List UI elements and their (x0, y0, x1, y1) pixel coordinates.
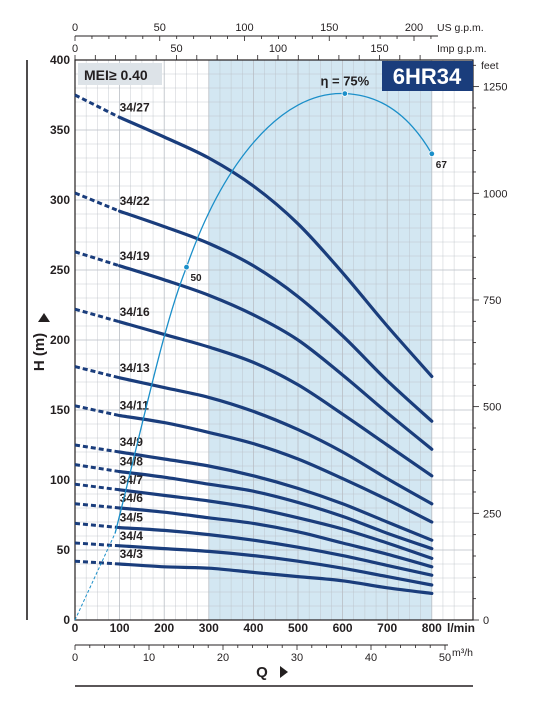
head-curve (118, 488, 434, 560)
y-unit-feet: feet (481, 60, 499, 72)
head-curve (118, 506, 434, 569)
head-curve-dashed (74, 191, 121, 213)
x-tick-label: 500 (288, 621, 308, 635)
usgpm-tick-label: 0 (72, 22, 78, 34)
x-tick-label: 0 (72, 621, 79, 635)
mei-badge: MEI≥ 0.40 (84, 67, 148, 83)
efficiency-marker-label: 50 (191, 273, 203, 284)
y-tick-label: 300 (50, 193, 70, 207)
impgpm-tick-label: 0 (72, 43, 78, 55)
impgpm-tick-label: 150 (370, 43, 388, 55)
efficiency-label: η = 75% (320, 74, 369, 89)
x-tick-label: 800 (422, 621, 442, 635)
head-curve (118, 544, 434, 587)
m3h-tick-label: 30 (291, 652, 303, 664)
curve-label: 34/6 (120, 491, 144, 505)
x-axis-arrow-icon (280, 666, 288, 678)
feet-tick-label: 0 (483, 615, 489, 627)
usgpm-tick-label: 150 (320, 22, 338, 34)
x-tick-label: 400 (243, 621, 263, 635)
model-title: 6HR34 (393, 64, 462, 89)
model-title-bg (382, 61, 473, 91)
head-curve (118, 320, 434, 478)
curve-label: 34/5 (120, 511, 144, 525)
x-tick-label: 100 (110, 621, 130, 635)
curve-label: 34/4 (120, 529, 144, 543)
head-curve (118, 115, 434, 378)
curve-label: 34/3 (120, 547, 144, 561)
efficiency-curve-dashed (74, 532, 116, 621)
usgpm-tick-label: 100 (235, 22, 253, 34)
m3h-tick-label: 50 (439, 652, 451, 664)
impgpm-tick-label: 50 (170, 43, 182, 55)
feet-tick-label: 250 (483, 508, 501, 520)
efficiency-marker (183, 264, 190, 271)
y-axis-label: H (m) (31, 333, 48, 371)
y-tick-label: 250 (50, 263, 70, 277)
x-tick-label: 600 (333, 621, 353, 635)
curve-label: 34/7 (120, 473, 144, 487)
curve-label: 34/27 (120, 100, 150, 114)
x-tick-label: 200 (154, 621, 174, 635)
head-curve (118, 414, 434, 524)
y-tick-label: 50 (57, 543, 71, 557)
curve-label: 34/19 (120, 249, 150, 263)
x-axis-label: Q (256, 664, 268, 681)
head-curve (118, 470, 434, 551)
x-unit-usgpm: US g.p.m. (437, 22, 484, 34)
curve-label: 34/9 (120, 435, 144, 449)
head-curve-dashed (74, 93, 121, 119)
efficiency-curve (114, 92, 433, 534)
m3h-tick-label: 10 (143, 652, 155, 664)
feet-tick-label: 500 (483, 402, 501, 414)
x-tick-label: 700 (377, 621, 397, 635)
x-unit-m3h: m³/h (452, 647, 473, 659)
m3h-tick-label: 40 (365, 652, 377, 664)
y-tick-label: 350 (50, 123, 70, 137)
m3h-tick-label: 20 (217, 652, 229, 664)
x-unit-lmin: l/min (447, 621, 475, 635)
head-curves: 34/27 34/22 34/19 34/16 34/13 34/11 34/9 34/8 34… (74, 93, 434, 595)
curve-label: 34/13 (120, 361, 150, 375)
y-tick-label: 0 (63, 613, 70, 627)
y-tick-label: 100 (50, 473, 70, 487)
usgpm-tick-label: 50 (154, 22, 166, 34)
curve-label: 34/22 (120, 194, 150, 208)
efficiency-marker (341, 90, 349, 97)
curve-label: 34/8 (120, 455, 144, 469)
feet-tick-label: 750 (483, 295, 501, 307)
head-curve (118, 209, 434, 423)
y-axis-arrow-icon (38, 313, 50, 322)
x-unit-impgpm: Imp g.p.m. (437, 43, 487, 55)
x-tick-label: 300 (199, 621, 219, 635)
feet-tick-label: 1000 (483, 188, 507, 200)
curve-label: 34/11 (120, 399, 150, 413)
head-curve (118, 264, 434, 451)
impgpm-tick-label: 100 (269, 43, 287, 55)
y-tick-label: 400 (50, 53, 70, 67)
efficiency-marker-label: 67 (436, 160, 448, 171)
plot-frame (74, 59, 474, 621)
head-curve (118, 562, 434, 595)
head-curve (118, 450, 434, 542)
mei-badge-bg (78, 63, 162, 85)
efficiency-marker (428, 150, 435, 157)
usgpm-tick-label: 200 (405, 22, 423, 34)
m3h-tick-label: 0 (72, 652, 78, 664)
y-tick-label: 200 (50, 333, 70, 347)
efficiency-curve-group: 50 67 η = 75% (74, 74, 448, 621)
head-curve (118, 376, 434, 506)
feet-tick-label: 1250 (483, 82, 507, 94)
curve-label: 34/16 (120, 305, 150, 319)
head-curve (118, 526, 434, 577)
axes: 0 100 200 300 400 500 600 700 800050100150200250… (50, 22, 508, 664)
y-tick-label: 150 (50, 403, 70, 417)
